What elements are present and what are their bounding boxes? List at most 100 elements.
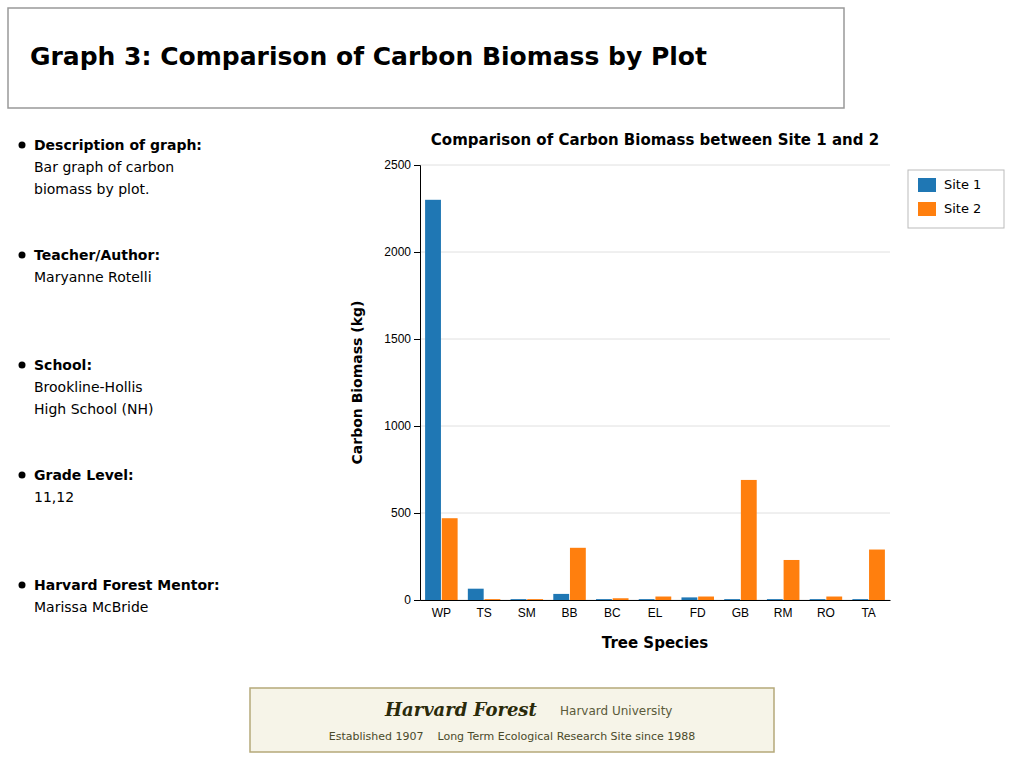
sidebar-text: Maryanne Rotelli xyxy=(34,269,152,285)
sidebar-text: Bar graph of carbon xyxy=(34,159,174,175)
bar xyxy=(741,480,757,600)
bar xyxy=(468,589,484,600)
y-axis: 0 500 1000 1500 2000 2500 xyxy=(384,158,420,607)
x-tick: RO xyxy=(817,606,835,620)
bar xyxy=(527,599,543,600)
y-tick-label: 500 xyxy=(391,506,411,520)
bullet xyxy=(19,142,26,149)
legend-frame xyxy=(908,170,1004,228)
bar xyxy=(596,599,612,600)
x-tick-label: WP xyxy=(432,606,451,620)
chart: 0 500 1000 1500 2000 2500 WP TS SM BB BC EL FD GB RM RO… xyxy=(384,158,890,619)
y-tick-label: 2000 xyxy=(384,245,411,259)
grid-line xyxy=(420,339,890,340)
bar xyxy=(639,599,655,600)
x-tick-label: RO xyxy=(817,606,835,620)
y-tick-mark xyxy=(414,339,420,340)
sidebar: Description of graph:Bar graph of carbon… xyxy=(19,137,220,615)
x-tick-label: TA xyxy=(861,606,875,620)
bar xyxy=(613,598,629,600)
sidebar-text: 11,12 xyxy=(34,489,74,505)
x-tick: BB xyxy=(562,606,578,620)
y-tick-label: 2500 xyxy=(384,158,411,172)
page: Graph 3: Comparison of Carbon Biomass by… xyxy=(0,0,1024,768)
y-tick-mark xyxy=(414,165,420,166)
x-tick-label: BB xyxy=(562,606,578,620)
y-tick-label: 1500 xyxy=(384,332,411,346)
chart-title: Comparison of Carbon Biomass between Sit… xyxy=(431,131,879,149)
y-tick-mark xyxy=(414,513,420,514)
bar xyxy=(442,518,458,600)
bar xyxy=(826,597,842,600)
bullet xyxy=(19,252,26,259)
y-tick: 2000 xyxy=(384,245,420,259)
bar xyxy=(852,599,868,600)
x-tick-label: BC xyxy=(604,606,621,620)
bar xyxy=(511,599,527,600)
x-axis: WP TS SM BB BC EL FD GB RM RO TA xyxy=(421,601,891,620)
x-tick-label: GB xyxy=(732,606,749,620)
bar-series xyxy=(442,480,885,600)
bar xyxy=(724,599,740,600)
sidebar-label: Teacher/Author: xyxy=(34,247,160,263)
sidebar-text: High School (NH) xyxy=(34,401,153,417)
y-axis-line xyxy=(414,166,421,601)
page-title: Graph 3: Comparison of Carbon Biomass by… xyxy=(30,42,707,71)
bar xyxy=(425,200,441,600)
x-tick: SM xyxy=(518,606,536,620)
y-tick-label: 0 xyxy=(404,593,411,607)
x-axis-title: Tree Species xyxy=(602,634,708,652)
footer-subtitle: Established 1907 Long Term Ecological Re… xyxy=(329,730,696,743)
bar xyxy=(698,597,714,600)
y-tick-mark xyxy=(414,252,420,253)
grid-line xyxy=(420,252,890,253)
header-border xyxy=(8,8,844,108)
bar xyxy=(553,594,569,600)
bar xyxy=(570,548,586,600)
y-tick: 1500 xyxy=(384,332,420,346)
x-tick: WP xyxy=(432,606,451,620)
page-title-part: : xyxy=(142,42,152,71)
x-tick: FD xyxy=(690,606,706,620)
page-title-part: Comparison of Carbon Biomass by Plot xyxy=(152,42,708,71)
legend-item: Site 1 xyxy=(918,177,981,193)
grid-line xyxy=(420,513,890,514)
x-axis-line xyxy=(421,600,891,601)
footer-title: Harvard Forest xyxy=(384,699,537,720)
x-tick-label: SM xyxy=(518,606,536,620)
x-tick-label: TS xyxy=(476,606,491,620)
legend-item: Site 2 xyxy=(918,201,981,217)
grid xyxy=(420,165,890,600)
bar xyxy=(810,599,826,600)
bullet xyxy=(19,362,26,369)
grid-line xyxy=(420,426,890,427)
legend-swatch xyxy=(918,202,936,216)
legend-label: Site 2 xyxy=(944,201,981,216)
x-tick: EL xyxy=(648,606,663,620)
bar xyxy=(767,599,783,600)
bars xyxy=(425,200,885,600)
x-tick: GB xyxy=(732,606,749,620)
sidebar-text: Brookline-Hollis xyxy=(34,379,143,395)
y-tick-mark xyxy=(414,426,420,427)
y-tick: 500 xyxy=(391,506,420,520)
x-tick: TS xyxy=(476,606,491,620)
sidebar-label: Grade Level: xyxy=(34,467,134,483)
sidebar-text: biomass by plot. xyxy=(34,181,150,197)
bar xyxy=(869,550,885,600)
footer: Harvard Forest Harvard University Establis… xyxy=(250,688,774,752)
grid-line xyxy=(420,165,890,166)
grid-line xyxy=(420,600,890,601)
y-tick: 0 xyxy=(404,593,420,607)
sidebar-label: School: xyxy=(34,357,92,373)
x-tick-label: EL xyxy=(648,606,663,620)
x-tick: RM xyxy=(774,606,793,620)
footer-affiliation: Harvard University xyxy=(560,704,672,718)
y-tick: 1000 xyxy=(384,419,420,433)
bar xyxy=(681,597,697,600)
legend-swatch xyxy=(918,178,936,192)
legend: Site 1 Site 2 xyxy=(908,170,1004,228)
y-tick-mark xyxy=(414,600,420,601)
x-tick-label: FD xyxy=(690,606,706,620)
bullet xyxy=(19,582,26,589)
